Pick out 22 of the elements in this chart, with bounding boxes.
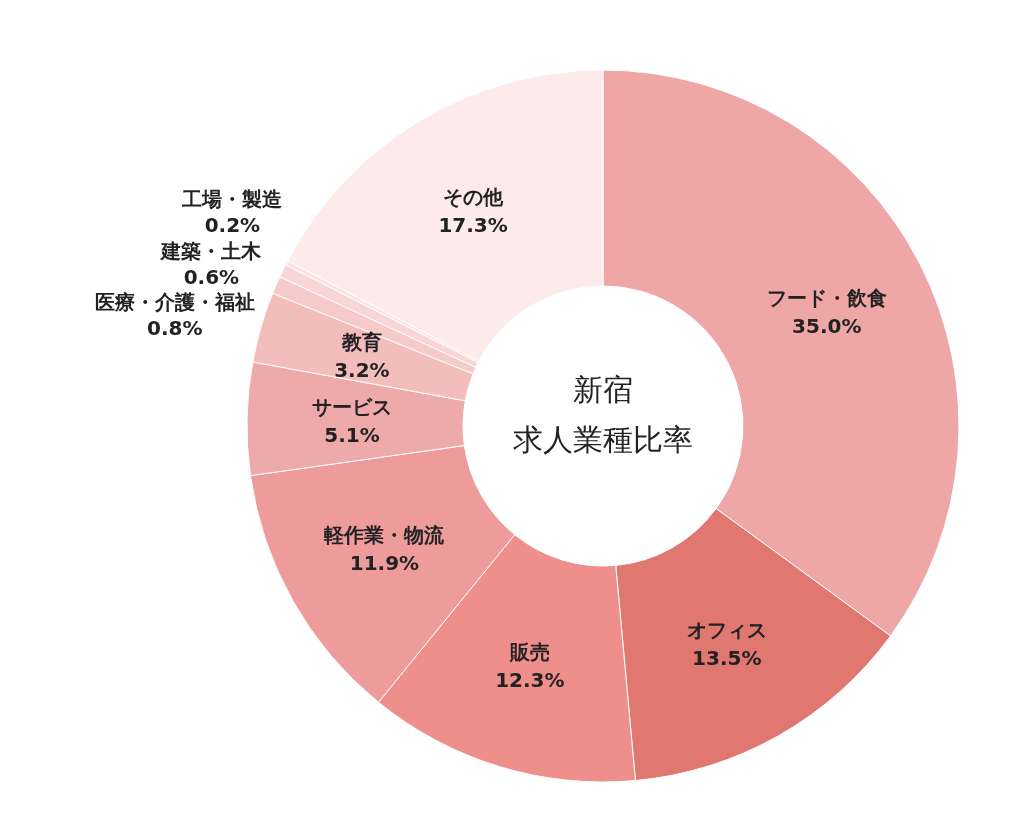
data-label: 5.1%	[324, 422, 380, 447]
data-label: 0.2%	[204, 213, 261, 238]
data-label: 3.2%	[334, 358, 390, 383]
slice-label: その他	[443, 185, 505, 210]
data-label: 0.6%	[183, 264, 240, 289]
data-label: 13.5%	[692, 646, 762, 671]
data-label: 11.9%	[349, 551, 420, 576]
slice-label: 軽作業・物流	[323, 523, 446, 548]
slice-label: 建築・土木	[159, 238, 263, 263]
slice-label: 医療・介護・福祉	[94, 289, 255, 314]
slice-label: サービス	[312, 394, 393, 419]
data-label: 12.3%	[495, 668, 565, 693]
slice-label: オフィス	[686, 618, 767, 643]
data-label: 0.8%	[147, 315, 203, 340]
data-label: 17.3%	[438, 213, 508, 238]
text: 新宿	[573, 371, 633, 407]
slice-label: 工場・製造	[181, 187, 283, 212]
data-label: 35.0%	[792, 314, 862, 339]
slice-label: フード・飲食	[766, 286, 887, 311]
slice-label: 教育	[340, 330, 382, 355]
text: 求人業種比率	[513, 421, 693, 457]
slice-label: 販売	[508, 640, 550, 665]
